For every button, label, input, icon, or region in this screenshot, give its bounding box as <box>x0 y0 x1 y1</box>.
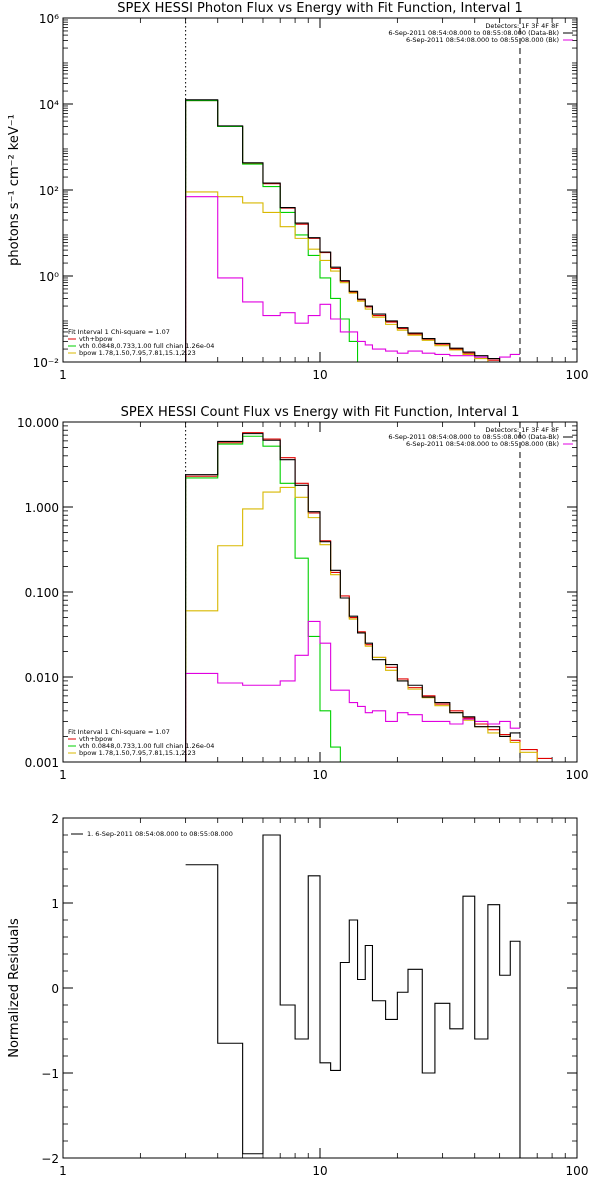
x-tick-label: 1 <box>59 1164 67 1178</box>
x-tick-label: 1 <box>59 768 67 782</box>
y-tick-label: 10.000 <box>17 416 59 430</box>
x-tick-label: 100 <box>566 368 589 382</box>
x-tick-label: 100 <box>566 1164 589 1178</box>
x-tick-label: 100 <box>566 768 589 782</box>
y-tick-label: 0.100 <box>25 586 59 600</box>
legend-right-entry: 6-Sep-2011 08:54:08.000 to 08:55:08.000 … <box>406 36 559 44</box>
chart-panel-3: Normalized Residuals 1 10 100 −2 −1 0 1 2 1. 6-Se… <box>7 812 588 1178</box>
chart-title: SPEX HESSI Count Flux vs Energy with Fit… <box>121 405 520 420</box>
plot-area <box>185 834 521 1158</box>
x-tick-label: 10 <box>312 368 327 382</box>
x-tick-label: 1 <box>59 368 67 382</box>
y-tick-label: 2 <box>51 812 59 826</box>
legend-left-entry: vth+bpow <box>79 735 113 743</box>
y-tick-label: 10⁻² <box>33 356 60 370</box>
legend-right-entry: 6-Sep-2011 08:54:08.000 to 08:55:08.000 … <box>406 440 559 448</box>
axes-frame <box>62 17 578 363</box>
series-data-bk <box>185 433 520 762</box>
series-vth-bpow <box>185 100 501 362</box>
y-tick-label: 0.010 <box>25 671 59 685</box>
plot-area <box>185 432 553 762</box>
series-bk <box>185 196 520 362</box>
chart-title: SPEX HESSI Photon Flux vs Energy with Fi… <box>117 1 523 16</box>
series-residuals <box>185 834 521 1158</box>
legend-left-entry: vth+bpow <box>79 335 113 343</box>
y-tick-label: 10⁶ <box>39 12 59 26</box>
plot-area <box>185 99 520 362</box>
y-tick-label: 10⁴ <box>39 98 59 112</box>
legend-left-entry: Fit Interval 1 Chi-square = 1.07 <box>68 728 170 736</box>
chart-panel-2: SPEX HESSI Count Flux vs Energy with Fit… <box>17 405 589 782</box>
series-bpow <box>185 191 501 362</box>
legend-right-entry: Detectors: 1F 3F 4F 8F <box>485 426 559 434</box>
legend-right-entry: 6-Sep-2011 08:54:08.000 to 08:55:08.000 … <box>388 29 559 37</box>
legend-left-entry: bpow 1.78,1.50,7.95,7.81,15.1,2.23 <box>79 349 196 357</box>
y-tick-label: 10⁰ <box>39 270 59 284</box>
y-tick-label: 1.000 <box>25 501 59 515</box>
legend-left-entry: Fit Interval 1 Chi-square = 1.07 <box>68 328 170 336</box>
legend-left-entry: vth 0.0848,0.733,1.00 full chian 1.26e-0… <box>79 742 214 750</box>
series-data-bk <box>185 99 511 362</box>
y-tick-label: −2 <box>41 1152 59 1166</box>
y-tick-label: 0 <box>51 982 59 996</box>
y-tick-label: 1 <box>51 897 59 911</box>
series-vth <box>185 435 341 762</box>
y-axis-label: Normalized Residuals <box>7 918 22 1058</box>
legend-right-entry: Detectors: 1F 3F 4F 8F <box>485 22 559 30</box>
x-tick-label: 10 <box>312 1164 327 1178</box>
legend-right-entry: 6-Sep-2011 08:54:08.000 to 08:55:08.000 … <box>388 433 559 441</box>
x-tick-label: 10 <box>312 768 327 782</box>
y-axis-label: photons s⁻¹ cm⁻² keV⁻¹ <box>7 114 22 266</box>
axes-frame <box>62 817 578 1159</box>
chart-panel-1: SPEX HESSI Photon Flux vs Energy with Fi… <box>7 1 589 382</box>
series-bk <box>185 620 520 762</box>
axes-frame <box>62 421 578 763</box>
y-tick-label: 0.001 <box>25 756 59 770</box>
legend-entry: 1. 6-Sep-2011 08:54:08.000 to 08:55:08.0… <box>87 830 233 838</box>
y-tick-label: 10² <box>39 184 59 198</box>
legend-left-entry: bpow 1.78,1.50,7.95,7.81,15.1,2.23 <box>79 749 196 757</box>
y-tick-label: −1 <box>41 1067 59 1081</box>
legend-left-entry: vth 0.0848,0.733,1.00 full chian 1.26e-0… <box>79 342 214 350</box>
series-vth <box>185 100 366 362</box>
series-vth-bpow <box>185 432 553 762</box>
